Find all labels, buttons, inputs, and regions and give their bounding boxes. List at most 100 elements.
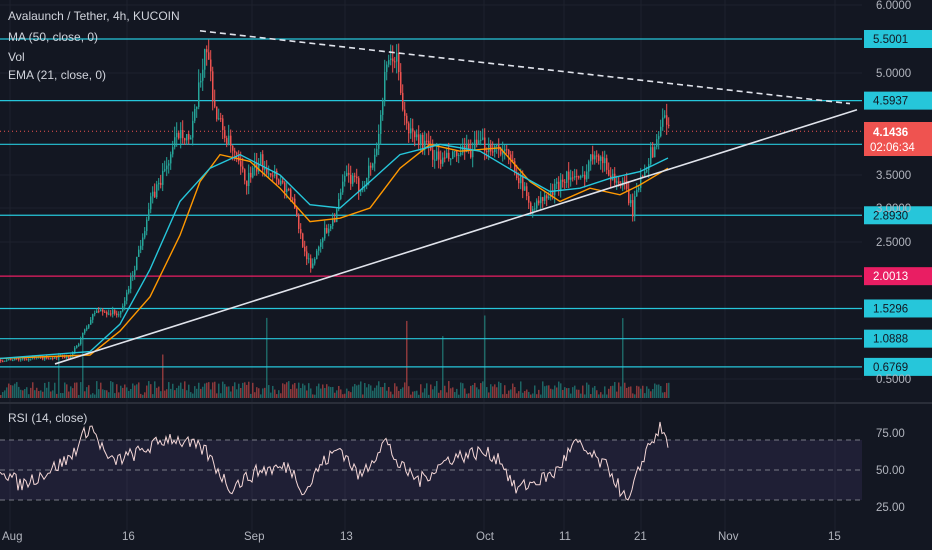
symbol-title[interactable]: Avalaunch / Tether, 4h, KUCOIN: [8, 9, 180, 23]
volume-bar: [182, 388, 184, 398]
candle-body: [20, 359, 22, 361]
ma-legend[interactable]: MA (50, close, 0): [8, 30, 98, 44]
volume-bar: [658, 384, 660, 398]
candle-body: [108, 313, 110, 315]
volume-bar: [392, 394, 394, 398]
candle-body: [266, 167, 268, 174]
candle-body: [522, 175, 524, 191]
candle-body: [92, 314, 94, 320]
volume-bar: [642, 385, 644, 398]
candle-body: [244, 169, 246, 181]
ema-legend[interactable]: EMA (21, close, 0): [8, 68, 106, 82]
volume-bar: [72, 388, 74, 398]
volume-bar: [192, 393, 194, 398]
candle-body: [96, 310, 98, 313]
candle-body: [298, 214, 300, 229]
volume-bar: [250, 393, 252, 398]
volume-bar: [134, 385, 136, 398]
volume-bar: [316, 386, 318, 398]
volume-bar: [186, 390, 188, 398]
volume-bar: [106, 390, 108, 398]
rsi-legend[interactable]: RSI (14, close): [8, 411, 87, 425]
volume-bar: [228, 386, 230, 398]
volume-bar: [630, 386, 632, 398]
candle-body: [474, 139, 476, 150]
candle-body: [44, 356, 46, 360]
candle-body: [476, 139, 478, 145]
volume-bar: [612, 385, 614, 398]
candle-body: [502, 151, 504, 155]
level-label-5: 1.5296: [873, 303, 908, 315]
price-tick-1: 5.0000: [876, 68, 911, 80]
candle-body: [334, 219, 336, 223]
volume-bar: [176, 388, 178, 398]
candle-body: [634, 196, 636, 217]
volume-bar: [354, 384, 356, 398]
trendlines[interactable]: [54, 30, 858, 365]
volume-bar: [664, 392, 666, 398]
volume-bar: [256, 387, 258, 398]
volume-bar: [162, 354, 164, 398]
volume-bar: [28, 394, 30, 398]
candle-body: [170, 154, 172, 164]
volume-bar: [614, 382, 616, 398]
horizontal-levels[interactable]: [0, 38, 862, 368]
candle-body: [344, 175, 346, 182]
candle-body: [628, 188, 630, 204]
candle-body: [24, 358, 26, 360]
candle-body: [392, 58, 394, 62]
volume-bar: [4, 390, 6, 398]
volume-bar: [408, 386, 410, 398]
candle-body: [532, 208, 534, 215]
volume-bar: [232, 386, 234, 398]
candle-body: [600, 156, 602, 161]
candle-body: [358, 178, 360, 192]
level-label-0: 5.5001: [873, 34, 908, 46]
volume-bar: [562, 389, 564, 398]
level-label-4: 2.0013: [873, 271, 908, 283]
level-label-bg-4: [864, 267, 932, 286]
trendline-dashed: [199, 30, 851, 105]
volume-bar: [600, 392, 602, 398]
volume-bar: [576, 389, 578, 398]
volume-bar: [286, 382, 288, 398]
volume-bar: [328, 386, 330, 398]
time-axis[interactable]: Aug 16 Sep 13 Oct 11 21 Nov 15: [2, 531, 841, 543]
volume-bar: [660, 386, 662, 398]
candle-body: [282, 180, 284, 183]
rsi-line: [0, 421, 669, 501]
volume-bar: [372, 390, 374, 398]
candle-series: [0, 39, 670, 363]
volume-bar: [488, 392, 490, 398]
volume-bar: [330, 387, 332, 398]
candle-body: [304, 246, 306, 252]
candle-body: [598, 155, 600, 161]
candle-body: [336, 209, 338, 223]
volume-bar: [654, 383, 656, 398]
volume-bar: [420, 384, 422, 398]
vol-legend[interactable]: Vol: [8, 50, 25, 64]
candle-body: [150, 196, 152, 210]
volume-bar: [200, 388, 202, 398]
time-tick-4: Oct: [476, 531, 495, 543]
volume-bar: [246, 384, 248, 398]
volume-bar: [494, 384, 496, 398]
candle-body: [46, 356, 48, 359]
candle-body: [492, 151, 494, 153]
volume-bar: [120, 385, 122, 398]
volume-bar: [276, 394, 278, 398]
volume-bar: [340, 389, 342, 398]
volume-bar: [590, 394, 592, 398]
volume-bar: [650, 391, 652, 398]
volume-bar: [32, 382, 34, 398]
volume-bar: [422, 392, 424, 398]
volume-bar: [532, 393, 534, 398]
candle-body: [588, 161, 590, 172]
volume-bar: [76, 382, 78, 398]
candle-body: [94, 312, 96, 315]
candle-body: [592, 154, 594, 160]
volume-bar: [124, 384, 126, 398]
volume-bar: [54, 382, 56, 398]
candle-body: [384, 71, 386, 101]
